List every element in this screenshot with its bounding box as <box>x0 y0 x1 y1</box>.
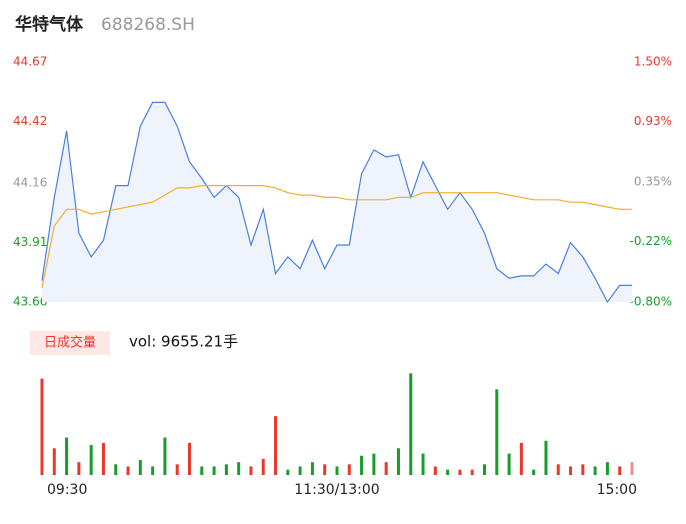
volume-bar <box>323 464 327 475</box>
volume-bar <box>483 464 486 475</box>
volume-bar <box>360 455 364 475</box>
volume-bar <box>286 469 290 475</box>
volume-bar <box>409 373 413 475</box>
volume-bar <box>421 453 425 475</box>
volume-bar <box>618 466 622 475</box>
volume-bar <box>347 464 351 475</box>
volume-bar <box>237 462 241 475</box>
volume-title: 日成交量 <box>44 335 96 351</box>
volume-bar <box>310 462 314 475</box>
volume-bar <box>163 437 167 475</box>
y-tick-label: 44.42 <box>13 114 47 128</box>
y2-tick-label: -0.80% <box>630 295 672 309</box>
y2-tick-label: 0.93% <box>634 114 672 128</box>
volume-bar <box>212 466 216 475</box>
volume-bar <box>335 466 339 475</box>
volume-bar <box>372 453 376 475</box>
chart-subtitle: 688268.SH <box>101 15 195 35</box>
volume-bar <box>175 464 179 475</box>
volume-bar <box>224 464 228 475</box>
volume-bar <box>200 466 204 475</box>
volume-bar <box>261 458 265 475</box>
volume-bar <box>249 466 253 475</box>
volume-bar <box>433 466 437 475</box>
volume-bar <box>544 440 548 475</box>
volume-bar <box>151 466 155 475</box>
volume-bar <box>384 462 388 475</box>
volume-bar <box>52 448 56 475</box>
series-line <box>41 101 632 304</box>
volume-bar <box>65 437 69 475</box>
x-tick-label: 15:00 <box>597 482 637 498</box>
volume-bar <box>274 416 278 475</box>
volume-bar <box>396 448 400 475</box>
volume-bar <box>89 445 93 475</box>
volume-bar <box>77 462 81 475</box>
y-tick-label: 44.67 <box>13 55 47 69</box>
volume-bar <box>40 378 44 475</box>
price-area <box>42 102 632 303</box>
y2-tick-label: 1.50% <box>634 55 672 69</box>
volume-bar <box>298 466 302 475</box>
volume-bar <box>114 464 118 475</box>
volume-annotation: vol: 9655.21手 <box>129 333 238 351</box>
y2-tick-label: -0.22% <box>630 234 672 248</box>
series-line <box>41 185 632 288</box>
volume-bar <box>138 460 142 475</box>
volume-bar <box>593 466 597 475</box>
x-tick-label: 11:30/13:00 <box>294 482 379 498</box>
y-tick-label: 43.91 <box>13 235 47 249</box>
volume-bar <box>126 466 130 475</box>
y2-tick-label: 0.35% <box>634 175 672 189</box>
volume-bar <box>101 442 105 475</box>
x-tick-label: 09:30 <box>47 482 87 498</box>
volume-bar <box>532 469 536 475</box>
chart-title: 华特气体 <box>15 14 84 35</box>
volume-bar <box>507 453 511 475</box>
volume-bar <box>581 464 585 475</box>
volume-bar <box>569 466 573 475</box>
volume-label-bg <box>30 331 110 355</box>
y-tick-label: 44.16 <box>13 176 47 190</box>
volume-bar <box>519 442 523 475</box>
volume-bar <box>556 464 560 475</box>
volume-bar <box>630 462 634 475</box>
volume-bar <box>495 389 499 475</box>
volume-bar <box>458 469 462 475</box>
volume-bar <box>188 442 191 475</box>
y-tick-label: 43.66 <box>13 295 47 309</box>
volume-bar <box>605 462 609 475</box>
volume-bar <box>446 469 450 475</box>
volume-bar <box>470 469 474 475</box>
